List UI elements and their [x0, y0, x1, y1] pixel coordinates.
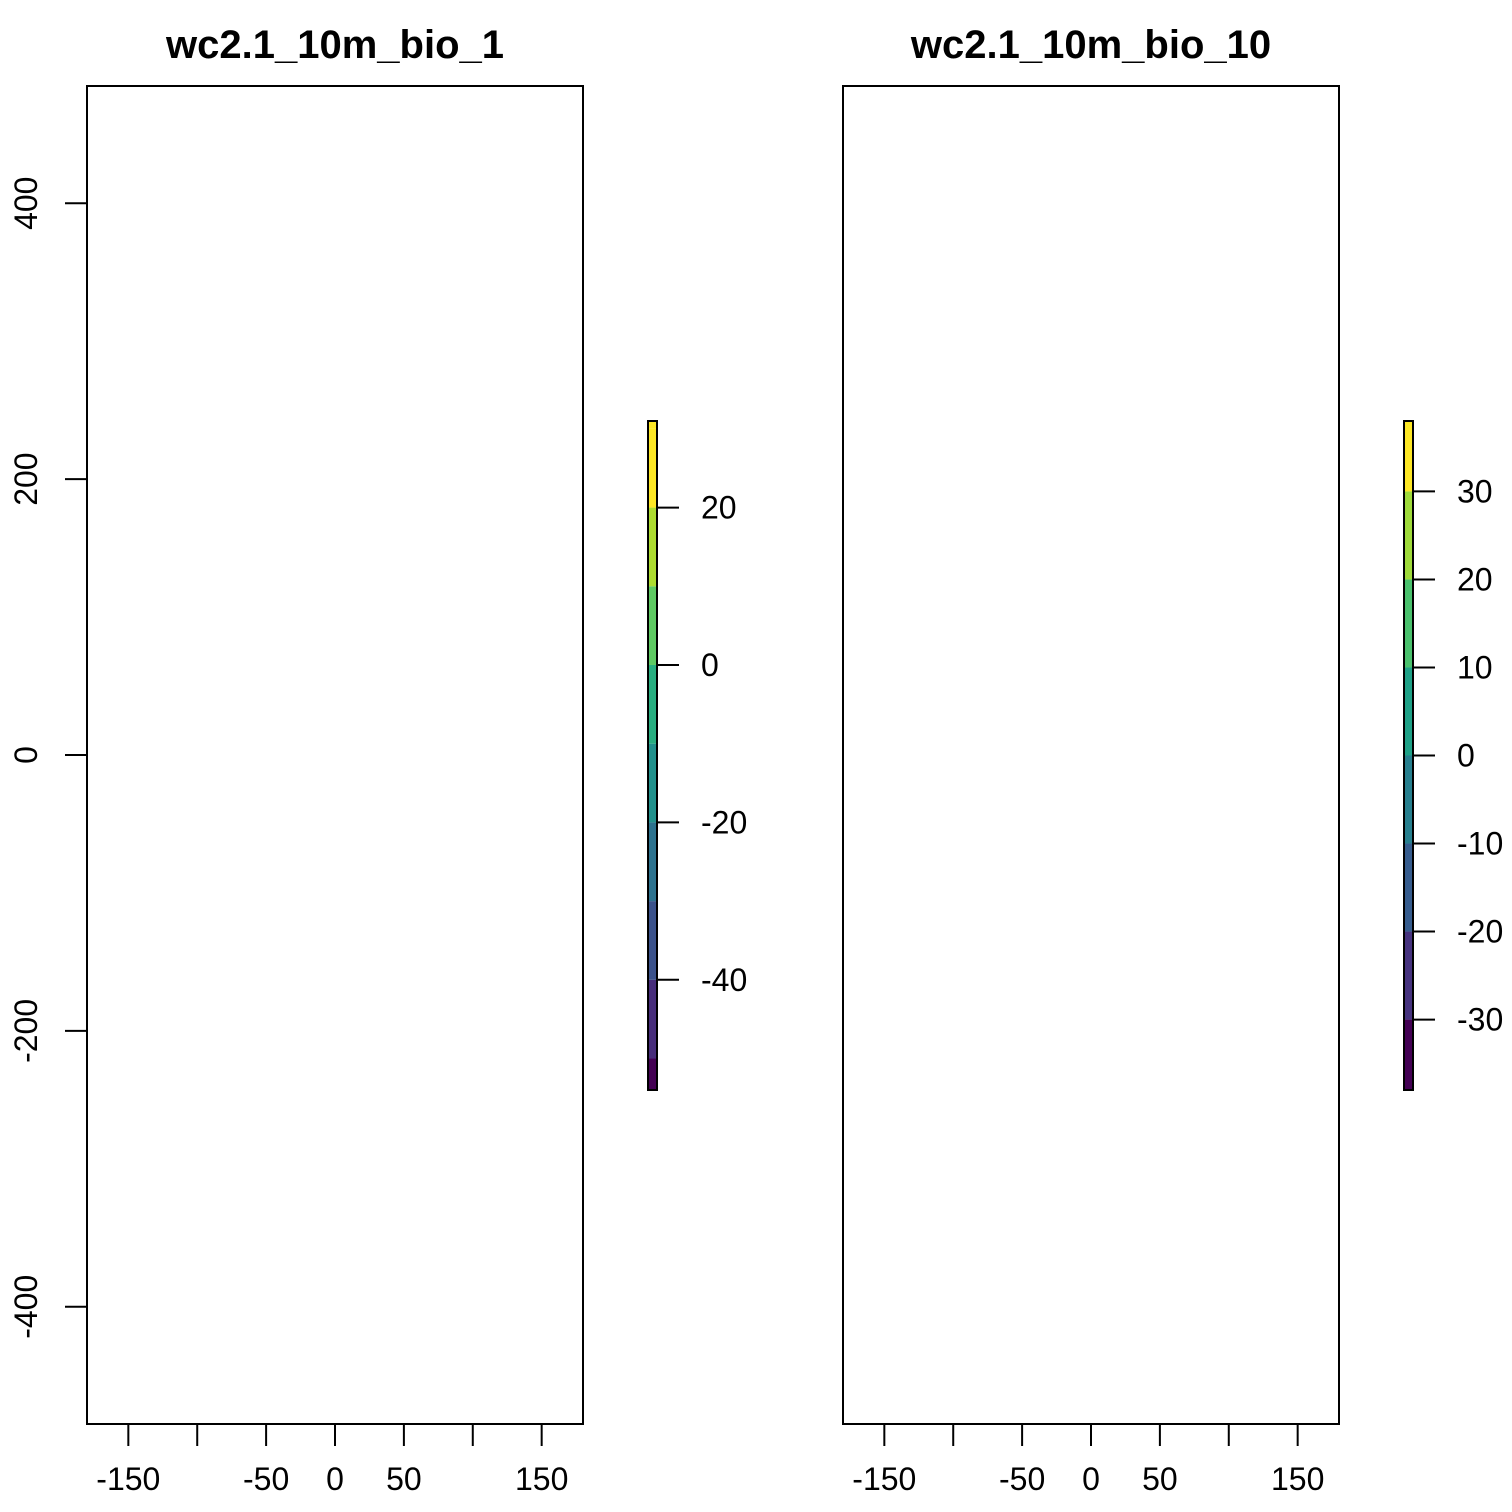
legend-colorbar: 20 0 -20 -40: [647, 420, 747, 1091]
legend-tick-label: -40: [701, 962, 747, 998]
raster-layer: [843, 635, 1339, 880]
legend-swatch: [648, 586, 657, 665]
legend-swatch: [648, 421, 657, 429]
plot-frame: [86, 85, 584, 1425]
raster-layer: [87, 635, 583, 880]
x-tick-label: -50: [243, 1461, 289, 1497]
legend-tick-label: 10: [1457, 649, 1493, 685]
y-tick-label: -400: [8, 1275, 44, 1339]
legend-tick-label: 30: [1457, 473, 1493, 509]
legend-swatch: [1404, 1019, 1413, 1090]
panel-title: wc2.1_10m_bio_10: [910, 23, 1271, 67]
x-tick-label: -150: [96, 1461, 160, 1497]
legend-swatch: [648, 1058, 657, 1090]
legend-swatch: [648, 901, 657, 980]
legend-colorbar: 30 20 10 0 -10 -20 -30: [1403, 420, 1503, 1091]
legend-swatch: [1404, 421, 1413, 492]
x-tick-label: 150: [515, 1461, 568, 1497]
x-tick-label: 0: [326, 1461, 344, 1497]
legend-tick-label: 0: [701, 647, 719, 683]
y-tick-label: -200: [8, 999, 44, 1063]
y-tick-label: 200: [8, 452, 44, 505]
panel-title: wc2.1_10m_bio_1: [165, 23, 504, 67]
x-tick-label: -50: [999, 1461, 1045, 1497]
legend-swatch: [648, 822, 657, 902]
y-tick-label: 400: [8, 177, 44, 230]
legend-swatch: [648, 979, 657, 1059]
legend-swatch: [648, 507, 657, 587]
legend-swatch: [648, 428, 657, 508]
legend-tick-label: 0: [1457, 738, 1475, 774]
legend-tick-label: 20: [701, 490, 737, 526]
legend-swatch: [1404, 491, 1413, 580]
map-panel-1: wc2.1_10m_bio_1-150 -50 0 50 1504002000-200-…: [8, 23, 747, 1497]
x-tick-label: 0: [1082, 1461, 1100, 1497]
x-tick-label: 50: [386, 1461, 422, 1497]
y-tick-label: 0: [8, 746, 44, 764]
legend-tick-label: -20: [1457, 914, 1503, 950]
legend-swatch: [1404, 931, 1413, 1020]
legend-tick-label: -20: [701, 804, 747, 840]
legend-swatch: [1404, 579, 1413, 668]
legend-swatch: [1404, 843, 1413, 932]
x-tick-label: -150: [852, 1461, 916, 1497]
legend-swatch: [648, 743, 657, 823]
x-tick-label: 150: [1271, 1461, 1324, 1497]
legend-tick-label: -30: [1457, 1002, 1503, 1038]
map-panel-2: wc2.1_10m_bio_10 -150 -50 0 50 150 30 20 10 0 -10 -…: [842, 23, 1503, 1497]
legend-swatch: [1404, 667, 1413, 756]
legend-swatch: [648, 664, 657, 744]
plot-frame: [842, 85, 1340, 1425]
legend-tick-label: -10: [1457, 826, 1503, 862]
legend-tick-label: 20: [1457, 561, 1493, 597]
legend-swatch: [1404, 755, 1413, 844]
x-tick-label: 50: [1142, 1461, 1178, 1497]
